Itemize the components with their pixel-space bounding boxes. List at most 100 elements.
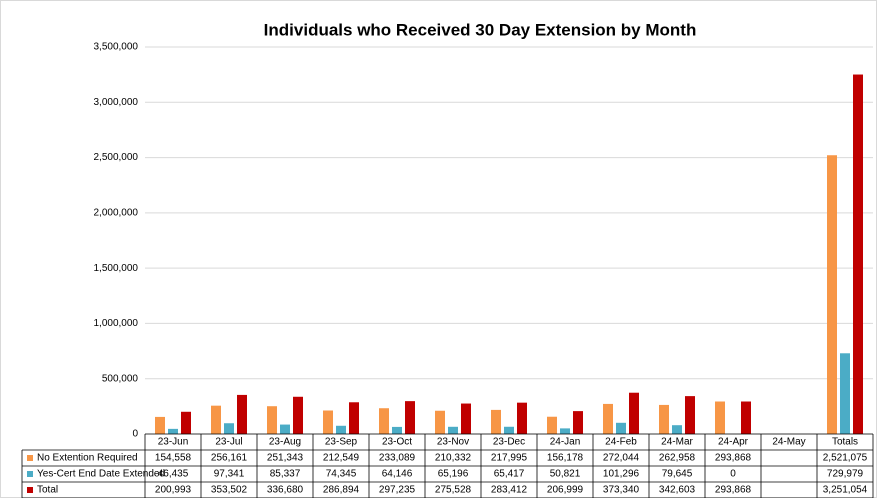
bar (211, 405, 221, 434)
legend-label: No Extention Required (37, 453, 138, 464)
table-cell: 272,044 (603, 453, 640, 464)
x-tick-label: 23-Jun (158, 437, 189, 448)
bar (237, 394, 247, 434)
y-tick-label: 3,000,000 (94, 97, 139, 108)
bar (840, 353, 850, 434)
table-cell: 251,343 (267, 453, 304, 464)
bar (224, 423, 234, 434)
table-cell: 154,558 (155, 453, 192, 464)
bar (349, 402, 359, 434)
table-cell: 79,645 (662, 469, 693, 480)
legend-swatch (27, 471, 33, 477)
table-cell: 293,868 (715, 453, 752, 464)
y-tick-label: 500,000 (102, 373, 139, 384)
table-cell: 262,958 (659, 453, 696, 464)
table-cell: 46,435 (158, 469, 189, 480)
x-tick-label: 23-Nov (437, 437, 469, 448)
bar (448, 426, 458, 434)
table-cell: 85,337 (270, 469, 301, 480)
table-cell: 286,894 (323, 485, 360, 496)
bar (827, 155, 837, 434)
bar (741, 401, 751, 434)
bar (293, 396, 303, 434)
bar (547, 416, 557, 434)
x-tick-label: 24-Feb (605, 437, 637, 448)
table-cell: 293,868 (715, 485, 752, 496)
bar (491, 409, 501, 434)
table-cell: 275,528 (435, 485, 472, 496)
bar (659, 404, 669, 434)
x-tick-label: 23-Sep (325, 437, 358, 448)
bar (616, 422, 626, 434)
table-cell: 256,161 (211, 453, 248, 464)
y-tick-label: 0 (132, 429, 138, 440)
table-cell: 212,549 (323, 453, 360, 464)
table-cell: 206,999 (547, 485, 584, 496)
table-cell: 50,821 (550, 469, 581, 480)
y-tick-label: 3,500,000 (94, 42, 139, 53)
bar (181, 411, 191, 434)
bar (435, 410, 445, 434)
chart-title: Individuals who Received 30 Day Extensio… (264, 20, 697, 39)
table-cell: 283,412 (491, 485, 528, 496)
bar (504, 426, 514, 434)
legend-swatch (27, 455, 33, 461)
table-cell: 217,995 (491, 453, 528, 464)
x-tick-label: Totals (832, 437, 858, 448)
table-cell: 200,993 (155, 485, 192, 496)
x-tick-label: 23-Aug (269, 437, 301, 448)
table-cell: 97,341 (214, 469, 245, 480)
bar (168, 428, 178, 434)
bar (672, 425, 682, 434)
x-tick-label: 23-Oct (382, 437, 412, 448)
bar (267, 406, 277, 434)
bar (392, 426, 402, 434)
x-tick-label: 23-Dec (493, 437, 525, 448)
x-tick-label: 23-Jul (215, 437, 242, 448)
bar (560, 428, 570, 434)
table-cell: 297,235 (379, 485, 416, 496)
table-cell: 65,417 (494, 469, 525, 480)
bar (853, 74, 863, 435)
x-tick-label: 24-Mar (661, 437, 693, 448)
legend-label: Yes-Cert End Date Extended (37, 469, 165, 480)
bar (685, 396, 695, 434)
table-cell: 64,146 (382, 469, 413, 480)
table-cell: 74,345 (326, 469, 357, 480)
y-tick-label: 1,000,000 (94, 318, 139, 329)
table-cell: 342,603 (659, 485, 696, 496)
y-tick-label: 2,500,000 (94, 152, 139, 163)
bar (336, 425, 346, 434)
legend-label: Total (37, 485, 58, 496)
table-cell: 373,340 (603, 485, 640, 496)
x-tick-label: 24-Jan (550, 437, 581, 448)
bar (461, 403, 471, 434)
table-cell: 336,680 (267, 485, 304, 496)
bar (405, 401, 415, 434)
table-cell: 0 (730, 469, 736, 480)
bar (629, 392, 639, 434)
bar (517, 402, 527, 434)
table-cell: 101,296 (603, 469, 640, 480)
table-cell: 65,196 (438, 469, 469, 480)
legend-swatch (27, 487, 33, 493)
bar (280, 424, 290, 434)
x-tick-label: 24-May (772, 437, 805, 448)
table-cell: 353,502 (211, 485, 248, 496)
x-tick-label: 24-Apr (718, 437, 749, 448)
table-cell: 729,979 (827, 469, 864, 480)
table-cell: 233,089 (379, 453, 416, 464)
table-cell: 3,251,054 (823, 485, 868, 496)
bar (323, 410, 333, 434)
bar (155, 416, 165, 434)
bar (573, 411, 583, 434)
bar (603, 403, 613, 434)
y-tick-label: 1,500,000 (94, 263, 139, 274)
table-cell: 2,521,075 (823, 453, 868, 464)
bar (715, 401, 725, 434)
table-cell: 210,332 (435, 453, 472, 464)
y-tick-label: 2,000,000 (94, 207, 139, 218)
bar (379, 408, 389, 434)
table-cell: 156,178 (547, 453, 584, 464)
